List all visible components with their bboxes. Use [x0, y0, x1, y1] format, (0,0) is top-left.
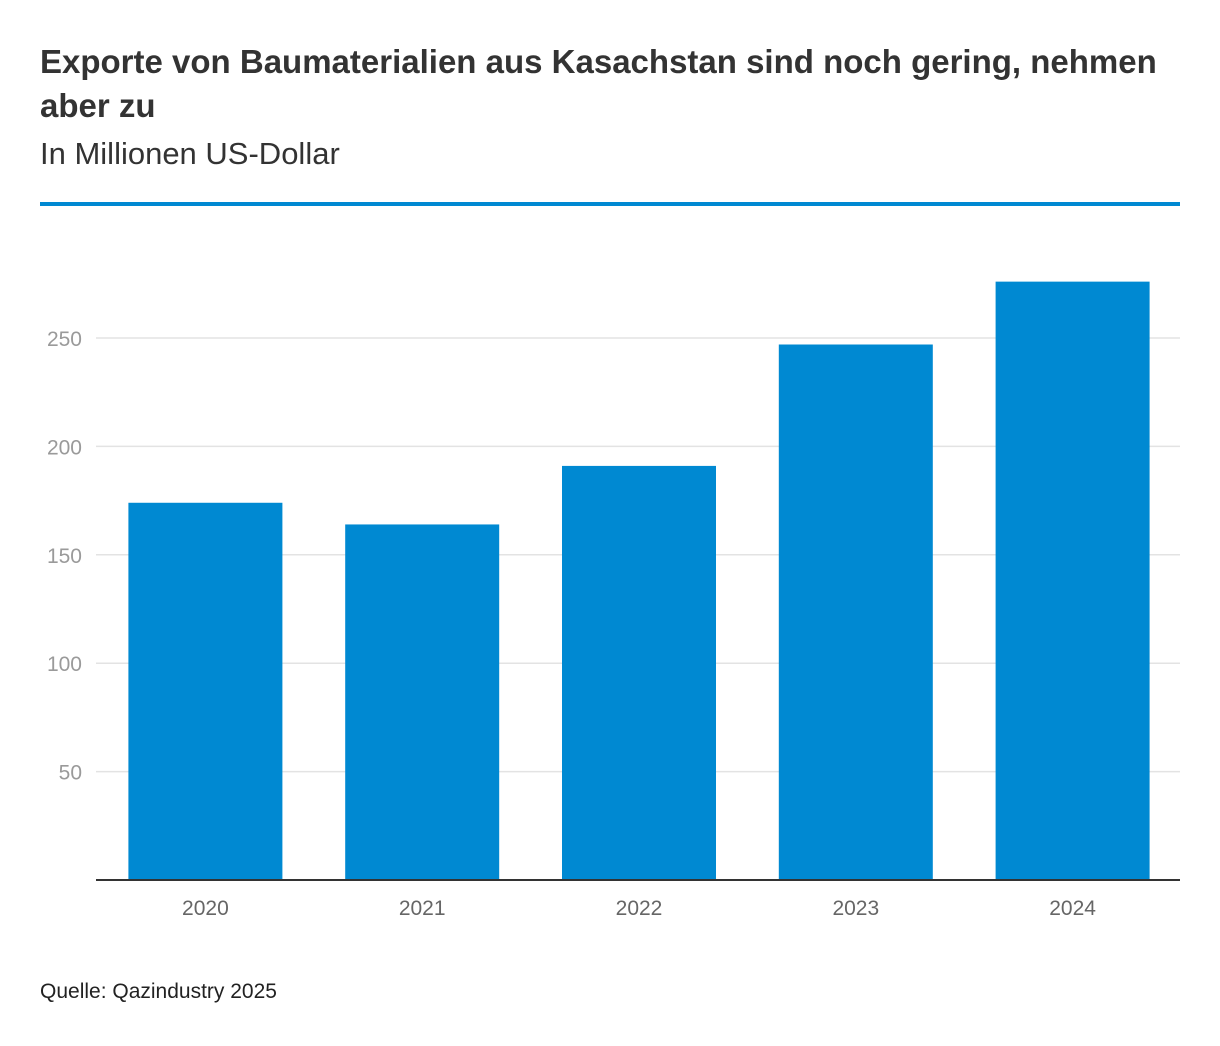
bar-2022 [562, 465, 716, 880]
bars [128, 281, 1150, 881]
axes: 2020 2021 2022 2023 2024 [96, 879, 1180, 920]
chart-subtitle: In Millionen US-Dollar [40, 136, 340, 171]
x-tick-label: 2020 [182, 897, 229, 920]
title-divider [40, 202, 1180, 206]
x-tick-label: 2022 [616, 897, 663, 920]
bar-chart: 50 100 150 200 250 2020 2021 2022 2023 2024 [47, 281, 1180, 920]
x-tick-label: 2024 [1049, 897, 1096, 920]
y-tick-label: 100 [47, 653, 82, 676]
y-tick-label: 150 [47, 545, 82, 568]
bar-2021 [345, 524, 500, 880]
y-tick-label: 200 [47, 436, 82, 459]
x-tick-label: 2021 [399, 897, 446, 920]
bar-2020 [128, 502, 283, 880]
chart-title: Exporte von Baumaterialien aus Kasachsta… [40, 43, 1157, 124]
bar-2024 [995, 281, 1150, 881]
source-note: Quelle: Qazindustry 2025 [40, 980, 277, 1003]
x-tick-label: 2023 [832, 897, 879, 920]
bar-2023 [778, 344, 933, 880]
y-tick-label: 50 [59, 762, 82, 785]
y-tick-label: 250 [47, 328, 82, 351]
